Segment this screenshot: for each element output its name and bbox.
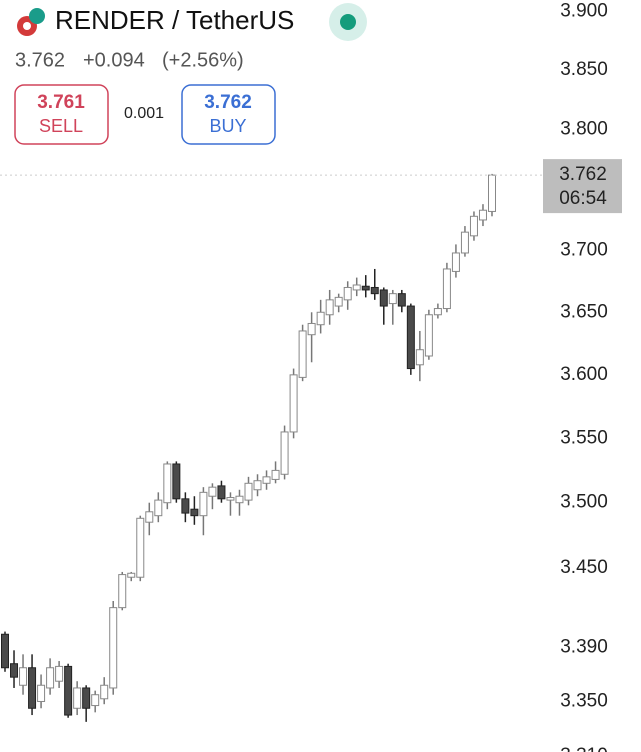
candle-body	[334, 296, 343, 307]
y-tick-label: 3.850	[560, 59, 608, 80]
y-tick-label: 3.310	[560, 745, 608, 752]
candle-body	[19, 667, 28, 686]
candle-body	[298, 330, 307, 378]
candle-body	[424, 314, 433, 357]
candle-body	[145, 511, 154, 523]
status-dot	[340, 14, 356, 30]
sell-button[interactable]	[14, 84, 109, 145]
candle-body	[226, 497, 235, 501]
sell-label[interactable]: SELL	[39, 116, 83, 136]
y-tick-label: 3.800	[560, 119, 608, 140]
candle-body	[352, 284, 361, 291]
candle-body	[208, 486, 217, 497]
change: +0.094	[83, 49, 145, 71]
candle-body	[244, 482, 253, 501]
candle-body	[397, 293, 406, 307]
sell-price[interactable]: 3.761	[37, 92, 85, 113]
candle-body	[316, 311, 325, 326]
candle-body	[46, 667, 55, 689]
candle-body	[488, 174, 496, 212]
last-time-label: 06:54	[559, 188, 607, 209]
plot: 3.900 3.850 3.800 3.700 3.650 3.600 3.550 3.500…	[0, 1, 622, 752]
candle-body	[361, 285, 370, 291]
y-tick-label: 3.600	[560, 364, 608, 385]
candle-body	[325, 299, 334, 316]
candle-body	[343, 286, 352, 301]
candle-body	[154, 499, 163, 517]
header: RENDER / TetherUS 3.762 +0.094 (+2.56%) …	[14, 3, 367, 145]
logo	[23, 22, 31, 30]
candle-body	[109, 607, 118, 689]
candle-body	[55, 665, 64, 682]
candle-body	[406, 305, 415, 370]
candle-body	[415, 349, 424, 366]
price: 3.762	[15, 49, 65, 71]
symbol: RENDER / TetherUS	[55, 5, 294, 35]
candle-body	[289, 374, 298, 433]
y-tick-label: 3.650	[560, 301, 608, 322]
candle-body	[217, 485, 226, 500]
candle-body	[235, 495, 244, 504]
candle-body	[253, 480, 262, 491]
y-tick-label: 3.550	[560, 427, 608, 448]
candle-body	[433, 308, 442, 316]
candle-body	[136, 517, 145, 578]
y-tick-label: 3.350	[560, 691, 608, 712]
candle-body	[28, 667, 37, 709]
spread: 0.001	[124, 105, 164, 122]
candle-body	[91, 694, 100, 707]
candle-body	[82, 687, 91, 709]
candle-body	[280, 431, 289, 475]
candle-body	[478, 209, 487, 221]
candle-body	[370, 286, 379, 295]
y-tick-label: 3.900	[560, 1, 608, 22]
candle-body	[10, 663, 19, 678]
candle-body	[127, 572, 136, 578]
candle-body	[442, 268, 451, 310]
candle-body	[1, 633, 9, 669]
change-pct: (+2.56%)	[162, 49, 244, 71]
buy-price[interactable]: 3.762	[204, 92, 252, 113]
y-tick-label: 3.500	[560, 492, 608, 513]
candle-body	[388, 293, 397, 305]
candle-body	[379, 289, 388, 307]
candle-body	[469, 215, 478, 237]
candle-body	[181, 498, 190, 514]
candle-body	[100, 684, 109, 700]
candle-body	[118, 574, 127, 609]
candle-body	[460, 231, 469, 254]
candle-body	[307, 322, 316, 336]
candle-body	[163, 463, 172, 504]
buy-button[interactable]	[181, 84, 276, 145]
last-price-label: 3.762	[559, 164, 607, 185]
candle-body	[190, 508, 199, 517]
candle-body	[271, 469, 280, 480]
y-tick-label: 3.390	[560, 637, 608, 658]
candle-body	[172, 463, 181, 500]
y-tick-label: 3.700	[560, 240, 608, 261]
candle-body	[64, 665, 73, 716]
candle-body	[37, 684, 46, 702]
candle-body	[73, 687, 82, 709]
y-tick-label: 3.450	[560, 557, 608, 578]
logo	[29, 8, 45, 24]
candle-body	[199, 491, 208, 517]
last-price-box	[543, 159, 622, 214]
candle-body	[451, 252, 460, 272]
candle-body	[262, 476, 271, 484]
buy-label[interactable]: BUY	[209, 116, 246, 136]
